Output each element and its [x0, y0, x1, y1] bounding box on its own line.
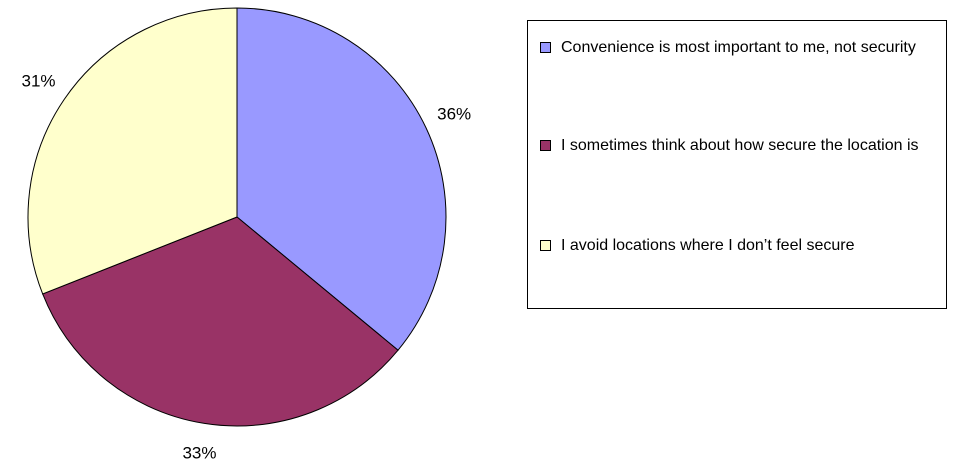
legend-label: I avoid locations where I don’t feel sec… [561, 237, 855, 254]
legend-item: I avoid locations where I don’t feel sec… [540, 235, 940, 256]
legend-label: I sometimes think about how secure the l… [561, 137, 919, 154]
pie-slice [27, 7, 238, 295]
legend-swatch [540, 240, 551, 251]
legend-label: Convenience is most important to me, not… [561, 39, 916, 56]
legend-item: Convenience is most important to me, not… [540, 37, 940, 58]
pie-slice [236, 7, 447, 351]
data-label: 31% [21, 72, 55, 91]
pie-chart: 36% 33% 31% [21, 7, 471, 462]
legend-item: I sometimes think about how secure the l… [540, 135, 940, 156]
legend-swatch [540, 140, 551, 151]
pie-slice [42, 216, 399, 427]
data-label: 36% [437, 104, 471, 123]
legend: Convenience is most important to me, not… [527, 20, 947, 309]
legend-swatch [540, 42, 551, 53]
data-label: 33% [182, 444, 216, 462]
